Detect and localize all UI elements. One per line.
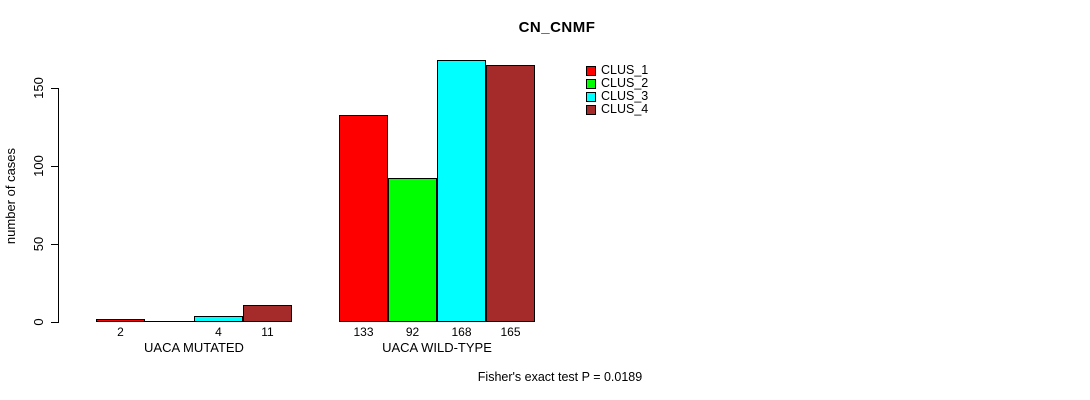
y-axis-tick-label: 100 xyxy=(31,155,46,177)
bar-value-label: 11 xyxy=(261,325,274,339)
legend: CLUS_1 CLUS_2 CLUS_3 CLUS_4 xyxy=(586,64,706,116)
legend-label: CLUS_3 xyxy=(601,89,649,103)
y-axis-tick xyxy=(51,88,58,89)
y-axis-tick-label: 150 xyxy=(31,77,46,99)
legend-label: CLUS_1 xyxy=(601,63,649,77)
legend-label: CLUS_4 xyxy=(601,102,649,116)
y-axis-line xyxy=(58,88,59,323)
legend-swatch xyxy=(586,91,596,102)
bar-clus_1-group1 xyxy=(96,319,145,322)
x-category-label-wildtype: UACA WILD-TYPE xyxy=(382,340,492,355)
bar-clus_4-group1 xyxy=(243,305,292,322)
bar-clus_1-group2 xyxy=(339,115,388,322)
legend-swatch xyxy=(586,65,596,76)
legend-item-clus-3: CLUS_3 xyxy=(586,90,706,103)
legend-item-clus-2: CLUS_2 xyxy=(586,77,706,90)
bar-value-label: 4 xyxy=(215,325,222,339)
bar-value-label: 133 xyxy=(353,325,374,339)
bar-value-label: 2 xyxy=(117,325,124,339)
bar-clus_2-group1-zero xyxy=(145,321,194,322)
bar-clus_4-group2 xyxy=(486,65,535,322)
legend-label: CLUS_2 xyxy=(601,76,649,90)
y-axis-tick xyxy=(51,244,58,245)
bar-clus_3-group1 xyxy=(194,316,243,322)
bar-value-label: 92 xyxy=(405,325,420,339)
y-axis-tick-label: 50 xyxy=(31,236,46,252)
legend-swatch xyxy=(586,104,596,115)
y-axis-tick xyxy=(51,322,58,323)
fisher-test-annotation: Fisher's exact test P = 0.0189 xyxy=(477,370,643,384)
bar-clus_3-group2 xyxy=(437,60,486,322)
chart-title: CN_CNMF xyxy=(518,19,596,36)
bar-clus_2-group2 xyxy=(388,178,437,322)
legend-item-clus-4: CLUS_4 xyxy=(586,103,706,116)
x-category-label-mutated: UACA MUTATED xyxy=(144,340,244,355)
bar-value-label: 168 xyxy=(451,325,472,339)
legend-item-clus-1: CLUS_1 xyxy=(586,64,706,77)
y-axis-tick xyxy=(51,166,58,167)
y-axis-tick-label: 0 xyxy=(31,318,46,326)
legend-swatch xyxy=(586,78,596,89)
bar-value-label: 165 xyxy=(500,325,521,339)
